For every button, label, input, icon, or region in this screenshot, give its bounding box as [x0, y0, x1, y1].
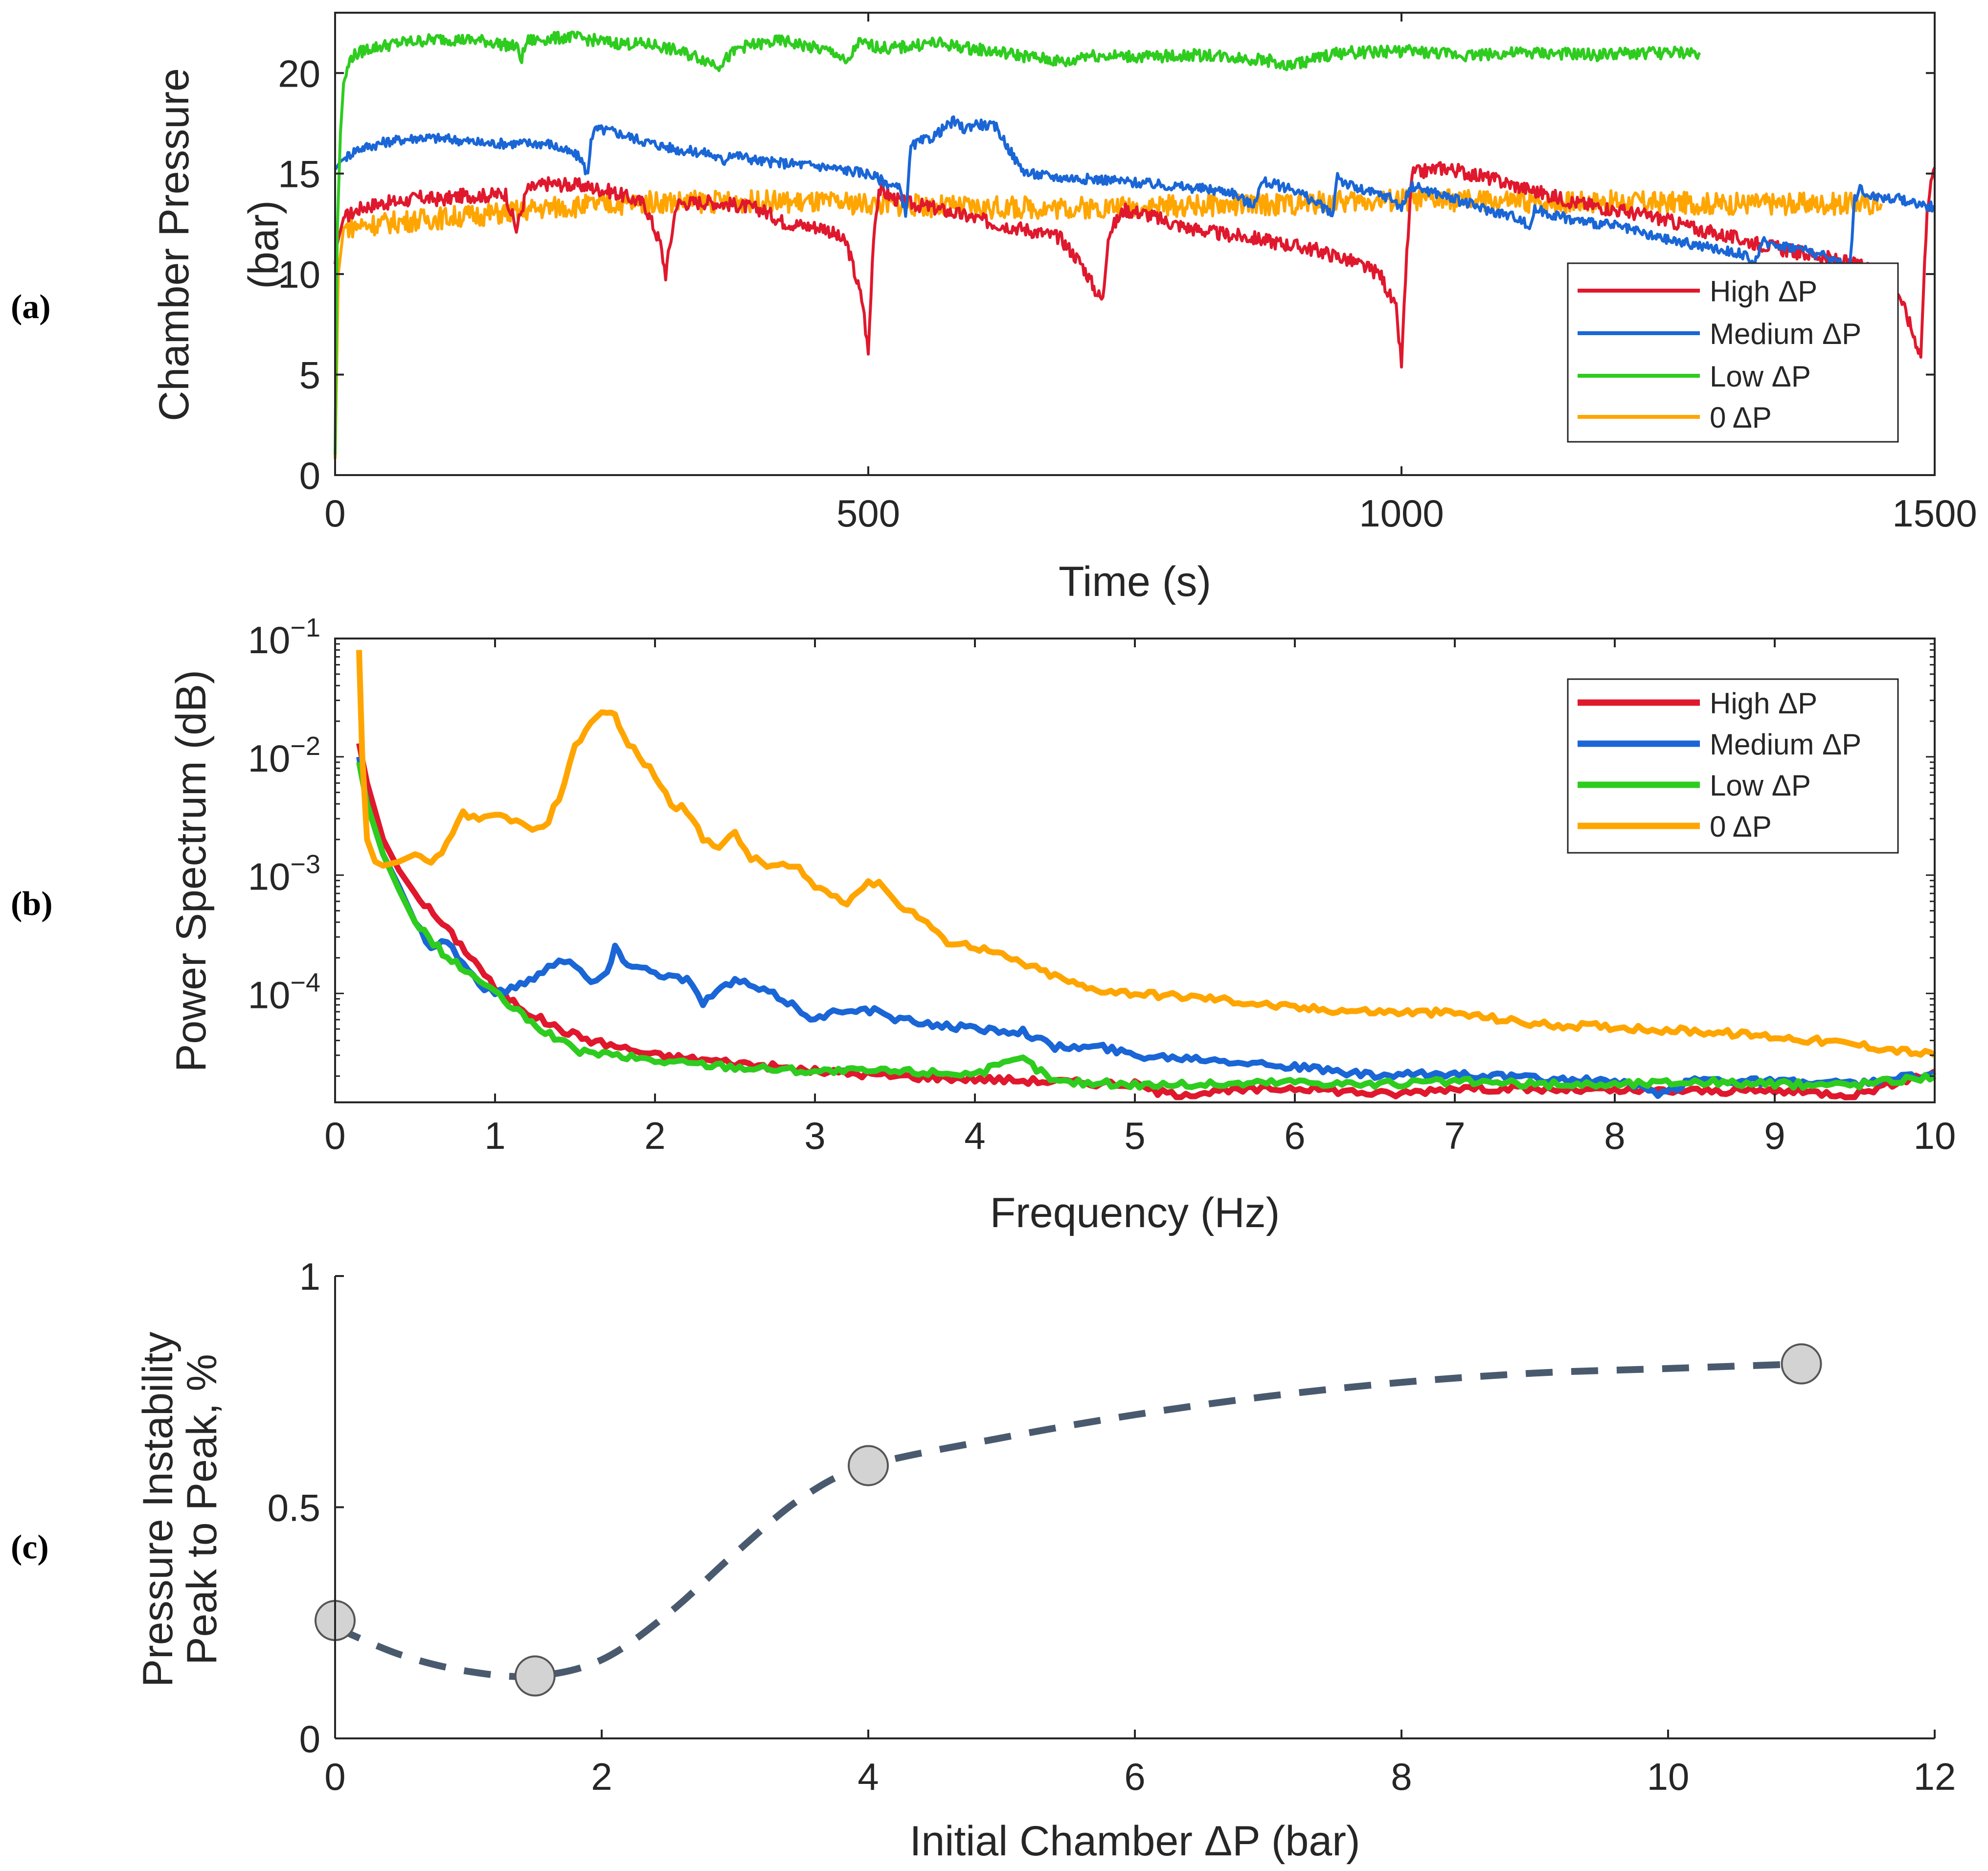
panel-b-legend-label-low: Low ΔP	[1710, 769, 1811, 802]
panel-a-ytick-label: 20	[278, 52, 320, 95]
panel-c-ytick-label: 0.5	[268, 1486, 320, 1529]
panel-c-ytick-label: 0	[299, 1717, 320, 1760]
panel-c-ticks: 0 2 4 6 8 10 12 0 0.5 1	[268, 1255, 1956, 1798]
panel-b-series-zero	[356, 650, 1937, 1058]
panel-c-xtick-label: 0	[324, 1755, 345, 1798]
panel-b-xtick-label: 0	[324, 1114, 345, 1157]
panel-c-xtick-label: 6	[1124, 1755, 1145, 1798]
panel-a-ylabel-line2: (bar)	[240, 200, 287, 289]
panel-b-series-medium	[356, 756, 1935, 1099]
panel-c-xtick-label: 12	[1914, 1755, 1956, 1798]
panel-label-c: (c)	[11, 1529, 49, 1566]
panel-label-b: (b)	[11, 885, 53, 923]
panel-b-chart: 0 1 2 3 4 5 6 7 8 9 10 10−4 10−3 10−2 10−1 Frequency (…	[168, 613, 1956, 1236]
panel-a-series-medium	[334, 115, 1936, 275]
panel-c-xtick-label: 10	[1647, 1755, 1690, 1798]
panel-a-series-high	[334, 161, 1936, 369]
panel-c-data-point	[514, 1655, 556, 1697]
panel-b-ytick-label: 10−1	[248, 613, 320, 662]
panel-b-legend-label-zero: 0 ΔP	[1710, 810, 1772, 843]
panel-a-xtick-label: 0	[324, 492, 345, 535]
panel-a-ytick-label: 15	[278, 153, 320, 196]
panel-b-xtick-label: 7	[1444, 1114, 1465, 1157]
panel-c-xtick-label: 4	[858, 1755, 879, 1798]
panel-a-ytick-label: 10	[278, 253, 320, 296]
panel-a-legend: High ΔP Medium ΔP Low ΔP 0 ΔP	[1567, 262, 1899, 443]
panel-b-legend-label-medium: Medium ΔP	[1710, 728, 1861, 761]
panel-a-chart: 0 500 1000 1500 0 5 10 15 20 Time (s) Chamber Pr…	[151, 12, 1977, 605]
panel-a-frame	[334, 12, 1936, 476]
panel-b-series-group	[356, 650, 1937, 1100]
panel-a-xtick-label: 500	[836, 492, 900, 535]
panel-b-xtick-label: 10	[1914, 1114, 1956, 1157]
panel-b-xlabel: Frequency (Hz)	[990, 1189, 1280, 1236]
panel-b-xtick-label: 2	[644, 1114, 665, 1157]
panel-a-legend-label-zero: 0 ΔP	[1710, 401, 1772, 434]
panel-b-xtick-label: 4	[964, 1114, 985, 1157]
panel-b-series-low	[356, 761, 1937, 1091]
panel-a-xlabel: Time (s)	[1059, 558, 1211, 605]
panel-a-xtick-label: 1500	[1892, 492, 1977, 535]
panel-a-legend-label-high: High ΔP	[1710, 275, 1817, 308]
panel-b-legend-label-high: High ΔP	[1710, 687, 1817, 720]
panel-c-series-group	[315, 1343, 1822, 1697]
panel-a-series-low	[334, 30, 1701, 455]
panel-b-xtick-label: 8	[1604, 1114, 1625, 1157]
panel-b-ytick-label: 10−4	[248, 968, 320, 1016]
panel-b-ytick-label: 10−3	[248, 850, 320, 898]
panel-c-ytick-label: 1	[299, 1255, 320, 1298]
panel-c-xlabel: Initial Chamber ΔP (bar)	[910, 1818, 1360, 1865]
panel-c-ylabel-line2: Peak to Peak, %	[179, 1354, 226, 1665]
panel-b-xtick-label: 3	[804, 1114, 825, 1157]
panel-a-xtick-label: 1000	[1359, 492, 1444, 535]
panel-b-xtick-label: 5	[1124, 1114, 1145, 1157]
panel-c-data-point	[848, 1445, 889, 1486]
panel-a-series-group	[334, 30, 1936, 459]
panel-a-legend-label-low: Low ΔP	[1710, 360, 1811, 393]
panel-b-ylabel: Power Spectrum (dB)	[168, 670, 215, 1072]
panel-a-ytick-label: 5	[299, 354, 320, 397]
panel-b-frame	[334, 638, 1936, 1103]
panel-a-legend-label-medium: Medium ΔP	[1710, 318, 1861, 350]
panel-a-legend-box	[1567, 262, 1899, 443]
panel-b-xtick-label: 9	[1764, 1114, 1785, 1157]
panel-c-xtick-label: 2	[591, 1755, 612, 1798]
panel-a-ytick-label: 0	[299, 454, 320, 497]
panel-b-legend: High ΔP Medium ΔP Low ΔP 0 ΔP	[1567, 678, 1899, 854]
panel-a-ylabel-line1: Chamber Pressure	[151, 68, 198, 421]
panel-b-xtick-label: 1	[484, 1114, 505, 1157]
panel-c-data-point	[1781, 1343, 1822, 1385]
panel-label-a: (a)	[11, 288, 51, 326]
panel-b-xtick-label: 6	[1284, 1114, 1305, 1157]
panel-c-xtick-label: 8	[1391, 1755, 1412, 1798]
panel-b-ytick-label: 10−2	[248, 731, 320, 780]
panel-c-ylabel-line1: Pressure Instability	[135, 1332, 181, 1688]
